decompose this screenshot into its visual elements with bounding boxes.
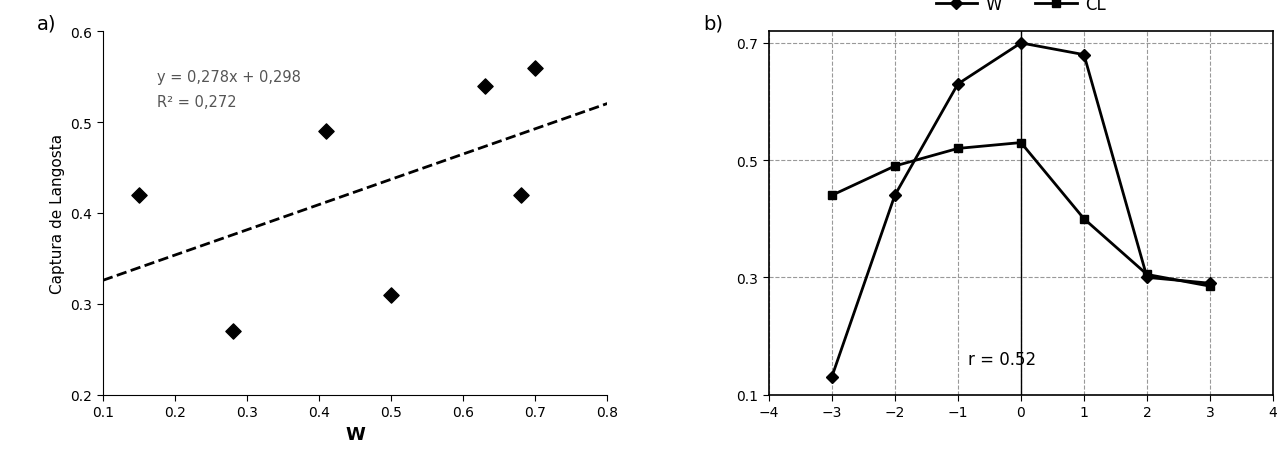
Point <box>525 65 545 72</box>
Point <box>222 328 243 335</box>
Text: r = 0.52: r = 0.52 <box>968 351 1037 369</box>
Text: y = 0,278x + 0,298: y = 0,278x + 0,298 <box>157 70 301 85</box>
W <box>887 193 903 199</box>
Legend: W, CL: W, CL <box>928 0 1112 21</box>
X-axis label: W: W <box>345 425 365 442</box>
CL <box>824 193 840 199</box>
Text: a): a) <box>37 14 57 33</box>
W <box>950 82 966 88</box>
Point <box>129 191 149 199</box>
CL <box>887 164 903 169</box>
CL <box>1076 217 1092 222</box>
W <box>1139 275 1155 280</box>
Point <box>475 83 495 90</box>
Point <box>381 291 401 299</box>
CL <box>1139 272 1155 278</box>
CL <box>1202 284 1218 289</box>
W <box>1076 53 1092 58</box>
Text: b): b) <box>703 14 723 33</box>
Y-axis label: Captura de Langosta: Captura de Langosta <box>50 134 64 293</box>
Point <box>316 128 337 135</box>
Text: R² = 0,272: R² = 0,272 <box>157 95 237 109</box>
Point <box>511 191 531 199</box>
CL <box>950 146 966 152</box>
CL <box>1013 140 1029 146</box>
Line: CL: CL <box>828 139 1214 291</box>
Line: W: W <box>828 39 1214 381</box>
W <box>824 375 840 380</box>
W <box>1013 41 1029 46</box>
W <box>1202 281 1218 286</box>
